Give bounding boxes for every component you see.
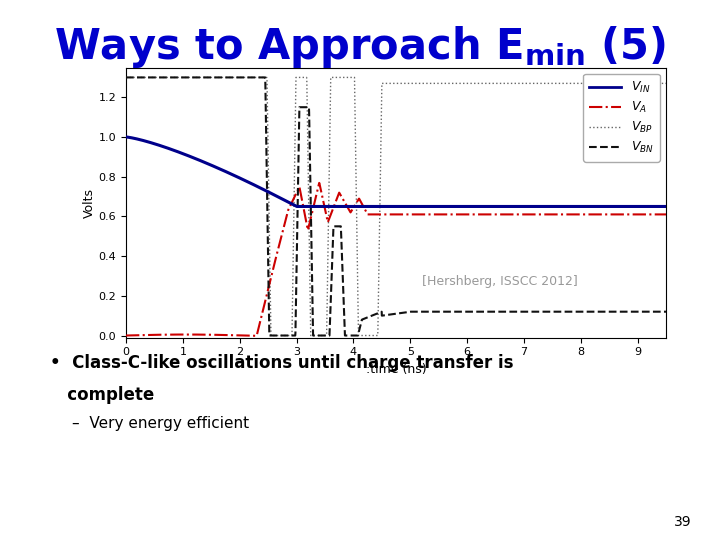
Legend: $V_{IN}$, $V_A$, $V_{BP}$, $V_{BN}$: $V_{IN}$, $V_A$, $V_{BP}$, $V_{BN}$ [583,74,660,161]
Text: 39: 39 [674,515,691,529]
Text: complete: complete [50,386,155,404]
Text: •  Class-C-like oscillations until charge transfer is: • Class-C-like oscillations until charge… [50,354,514,372]
Y-axis label: Volts: Volts [83,187,96,218]
Text: –  Very energy efficient: – Very energy efficient [72,416,249,431]
Text: [Hershberg, ISSCC 2012]: [Hershberg, ISSCC 2012] [422,275,577,288]
X-axis label: :time (ns): :time (ns) [366,363,426,376]
Text: Ways to Approach $\mathbf{E_{min}}$ (5): Ways to Approach $\mathbf{E_{min}}$ (5) [54,24,666,70]
